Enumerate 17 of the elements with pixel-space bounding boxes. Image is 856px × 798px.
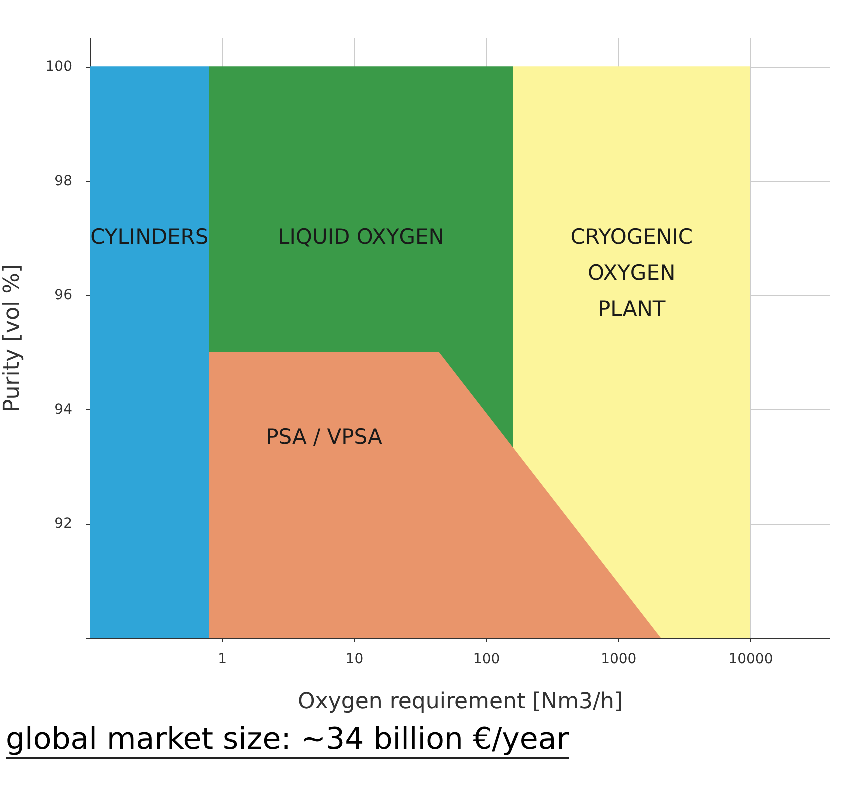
x-tick-label: 10000	[728, 652, 774, 668]
x-tick-label: 10	[346, 652, 364, 668]
series-label: PSA / VPSA	[266, 425, 384, 449]
x-tick-label: 100	[473, 652, 500, 668]
y-tick-label: 100	[46, 59, 72, 76]
x-tick-label: 1	[218, 652, 228, 668]
y-tick-label: 94	[54, 402, 73, 418]
y-tick-label: 98	[54, 173, 72, 190]
x-axis-title: Oxygen requirement [Nm3/h]	[298, 690, 623, 714]
text: global market size: ~34 billion €/year	[6, 722, 570, 759]
y-tick-label: 96	[54, 288, 73, 304]
y-axis-title: Purity [vol %]	[0, 264, 25, 413]
x-tick-label: 1000	[601, 652, 637, 668]
series-label: LIQUID OXYGEN	[278, 225, 445, 249]
series-label: CYLINDERS	[90, 225, 209, 249]
y-tick-label: 92	[54, 516, 72, 532]
series-label: CRYOGENIC OXYGEN PLANT	[570, 225, 693, 321]
